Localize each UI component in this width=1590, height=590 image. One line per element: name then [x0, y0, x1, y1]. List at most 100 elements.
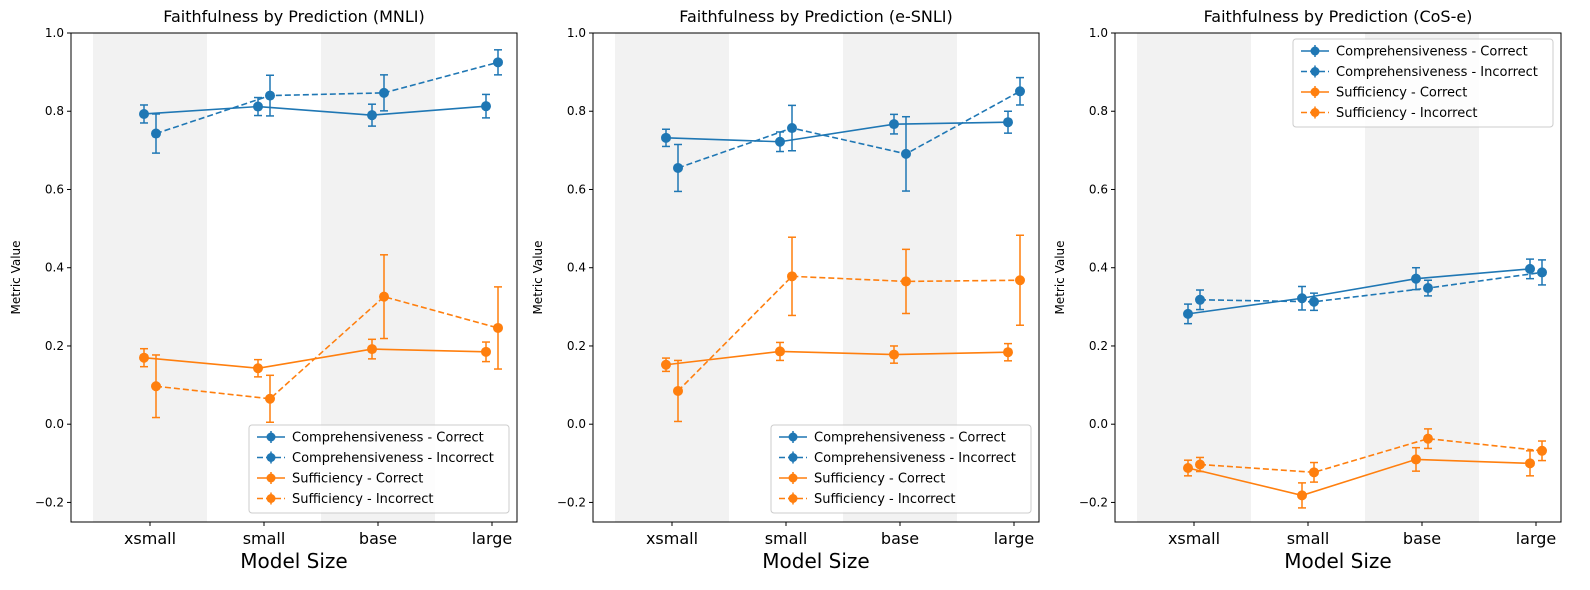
y-tick-label: 0.0 — [567, 417, 586, 431]
data-point — [1537, 445, 1547, 456]
legend-swatch-marker — [266, 494, 276, 503]
x-axis-label: Model Size — [762, 549, 869, 573]
y-tick-label: 0.4 — [45, 261, 64, 275]
legend-swatch-marker — [1310, 108, 1320, 117]
x-tick-label: large — [994, 529, 1035, 548]
data-point — [151, 128, 161, 139]
y-tick-label: 0.2 — [45, 339, 64, 353]
data-point — [139, 352, 149, 363]
legend-label: Sufficiency - Incorrect — [1336, 106, 1477, 121]
data-point — [1183, 308, 1193, 319]
series-line — [1199, 437, 1543, 474]
y-tick-label: 0.6 — [1089, 182, 1108, 196]
y-tick-label: −0.2 — [35, 495, 64, 509]
series-line — [677, 275, 1021, 392]
legend-label: Sufficiency - Correct — [292, 472, 423, 487]
y-tick-label: 0.0 — [45, 417, 64, 431]
series-line — [665, 121, 1009, 143]
legend-label: Comprehensiveness - Incorrect — [292, 451, 494, 466]
legend-swatch-marker — [266, 432, 276, 442]
x-tick-label: large — [472, 529, 513, 548]
y-tick-label: 0.8 — [45, 104, 64, 118]
y-axis-label: Metric Value — [9, 240, 23, 314]
data-point — [661, 359, 671, 370]
data-point — [265, 90, 275, 101]
x-tick-label: base — [1403, 529, 1441, 548]
data-point — [253, 363, 263, 374]
chart-panel-2: Faithfulness by Prediction (e-SNLI) −0.2 0… — [531, 7, 1040, 573]
data-point — [367, 344, 377, 355]
legend-swatch-marker — [1310, 67, 1320, 76]
y-tick-label: 1.0 — [1089, 26, 1108, 40]
data-point — [481, 101, 491, 112]
data-point — [493, 322, 503, 333]
legend-label: Comprehensiveness - Correct — [292, 431, 484, 446]
x-tick-label: xsmall — [124, 529, 176, 548]
legend-label: Sufficiency - Correct — [814, 472, 945, 487]
chart-title: Faithfulness by Prediction (e-SNLI) — [679, 7, 953, 26]
data-point — [889, 349, 899, 360]
series-line — [1187, 268, 1531, 315]
data-point — [673, 385, 683, 396]
y-tick-label: 0.4 — [567, 261, 586, 275]
legend-swatch-marker — [788, 453, 798, 462]
data-point — [787, 271, 797, 282]
data-point — [1309, 467, 1319, 478]
data-point — [379, 87, 389, 98]
data-point — [1537, 267, 1547, 278]
shaded-band — [1137, 33, 1251, 522]
y-tick-label: 0.6 — [567, 182, 586, 196]
legend-swatch-marker — [266, 453, 276, 462]
legend: Comprehensiveness - Correct Comprehensive… — [248, 424, 510, 514]
data-point — [265, 393, 275, 404]
x-tick-label: base — [359, 529, 397, 548]
series-line — [1187, 458, 1531, 497]
x-tick-label: small — [1287, 529, 1330, 548]
y-tick-label: 0.8 — [567, 104, 586, 118]
legend-swatch-marker — [266, 473, 276, 483]
data-point — [1525, 263, 1535, 274]
x-tick-label: xsmall — [1168, 529, 1220, 548]
y-tick-label: 0.2 — [1089, 339, 1108, 353]
data-point — [253, 101, 263, 112]
legend-label: Comprehensiveness - Incorrect — [1336, 65, 1538, 80]
legend-swatch-marker — [788, 473, 798, 483]
y-tick-label: 0.4 — [1089, 261, 1108, 275]
legend-swatch-marker — [1310, 46, 1320, 56]
data-point — [889, 119, 899, 130]
data-point — [379, 291, 389, 302]
chart-panel-1: Faithfulness by Prediction (MNLI) −0.2 0.0… — [9, 7, 518, 573]
data-point — [1183, 463, 1193, 474]
data-point — [1525, 458, 1535, 469]
y-tick-label: 1.0 — [45, 26, 64, 40]
data-point — [1015, 275, 1025, 286]
data-point — [901, 148, 911, 159]
y-axis-label: Metric Value — [1053, 240, 1067, 314]
plot-frame — [70, 32, 518, 523]
legend: Comprehensiveness - Correct Comprehensive… — [770, 424, 1032, 514]
x-tick-label: xsmall — [646, 529, 698, 548]
x-tick-label: small — [243, 529, 286, 548]
x-tick-label: small — [765, 529, 808, 548]
plot-frame — [1114, 32, 1562, 523]
legend-box — [248, 424, 510, 514]
y-axis-label: Metric Value — [531, 240, 545, 314]
y-tick-label: 0.0 — [1089, 417, 1108, 431]
series-line — [155, 295, 499, 400]
data-point — [901, 276, 911, 287]
series-line — [155, 61, 499, 135]
data-point — [775, 346, 785, 357]
series-line — [665, 350, 1009, 366]
data-point — [1423, 433, 1433, 444]
chart-title: Faithfulness by Prediction (MNLI) — [163, 7, 425, 26]
data-point — [139, 108, 149, 119]
legend-label: Comprehensiveness - Incorrect — [814, 451, 1016, 466]
series-line — [677, 90, 1021, 169]
legend-label: Sufficiency - Correct — [1336, 86, 1467, 101]
legend: Comprehensiveness - Correct Comprehensive… — [1292, 38, 1554, 128]
data-point — [1195, 294, 1205, 305]
series-line — [143, 105, 487, 116]
legend-label: Sufficiency - Incorrect — [292, 492, 433, 507]
plot-frame — [592, 32, 1040, 523]
x-axis-label: Model Size — [1284, 549, 1391, 573]
